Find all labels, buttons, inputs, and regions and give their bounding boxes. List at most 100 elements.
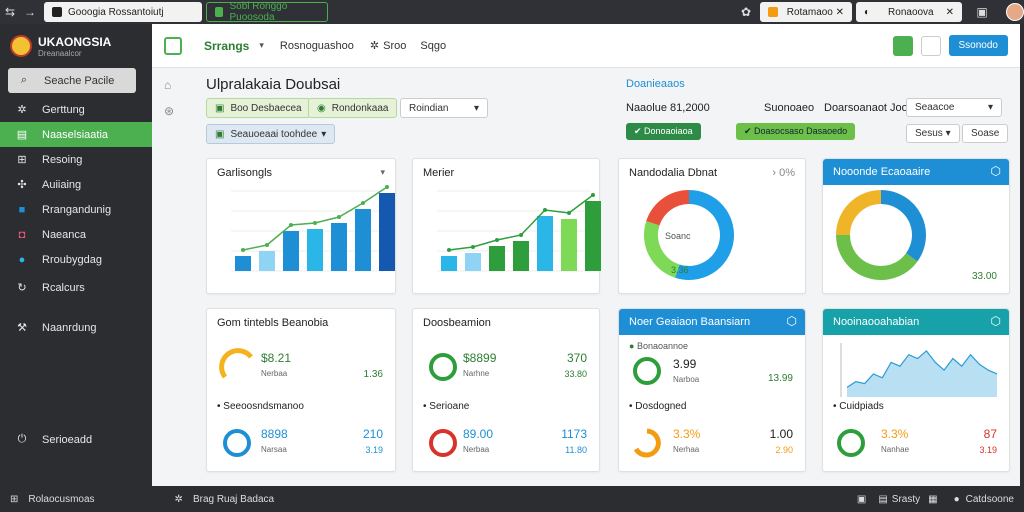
nav-link-1[interactable]: Rosnoguashoo [279,39,354,52]
chip-4[interactable]: ▣ Seauoeaai toohdee ▾ [206,124,336,144]
sidebar-search[interactable]: ⌕ Seache Pacile [8,68,136,93]
bar [259,251,275,271]
sidebar-item-2[interactable]: ⊞ Resoing [0,147,152,172]
donut-slice [836,234,918,280]
chevron-right-icon: › [772,167,777,179]
close-icon[interactable]: ✕ [945,6,954,18]
bar [537,216,553,271]
sidebar-item-1[interactable]: ▤ Naaselsiaatia [0,122,152,147]
settings-icon[interactable]: ✲ [174,493,183,505]
chip-3[interactable]: Roindian ▾ [400,98,488,118]
donut-center-label: Soanc [665,231,691,241]
donut-value: 33.00 [971,271,997,282]
sidebar-footer-item[interactable]: ⏻ Serioeadd [0,427,106,452]
shield-icon[interactable]: ⬡ [990,314,1001,328]
download-icon[interactable]: ▣ [976,5,988,19]
sidebar-item-label: Naaselsiaatia [42,128,109,141]
back-icon[interactable]: ⇆ [4,5,16,19]
extensions-icon[interactable]: ✿ [740,5,752,19]
kpi-value: 3.3% [673,427,701,441]
trend-point [265,243,269,247]
chevron-down-icon: ▾ [321,128,327,140]
browser-tab-4[interactable]: ◐ Ronaoova ✕ [856,2,962,22]
card-title: Nooonde Ecaoaaire [833,166,931,178]
chip-1[interactable]: ▣ Boo Desbaecea [206,98,311,118]
status-right-1[interactable]: Srasty [891,493,921,505]
primary-action-button[interactable]: Ssonodo [948,35,1008,56]
trend-point [471,245,475,249]
logo-title: UKAONGSIA [38,34,112,49]
sidebar-item-7[interactable]: ↻ Rcalcurs [0,275,152,300]
sidebar-item-8[interactable]: ⚒ Naanrdung [0,315,152,340]
ring-icon [429,353,457,381]
status-left[interactable]: Rolaocusmoas [28,493,95,505]
kpi-sub: Nerhaa [673,445,700,454]
badge-2[interactable]: ✔ Doasocsaso Dasaoedo [736,123,856,140]
sidebar-item-0[interactable]: ✲ Gerttung [0,97,152,122]
card-donut-2: Nooonde Ecaoaaire ⬡ 33.00 [822,158,1010,294]
browser-tab-2[interactable]: Sobl Ronggo Puoosoda [206,1,328,23]
filter-icon: ◉ [317,102,326,114]
section-label-text: Cuidpiads [839,401,884,412]
chevron-down-icon[interactable]: ▾ [380,167,385,177]
card-title: Garlisongls [217,167,273,179]
user-icon[interactable]: ● [953,493,960,505]
chevron-down-icon[interactable]: ▾ [259,40,264,50]
left-rail: ⌂ ⊛ [164,78,180,118]
sidebar-item-6[interactable]: ● Rroubygdag [0,247,152,272]
settings-icon[interactable]: ⊛ [164,104,175,118]
card-kpi-1: Gom tintebls Beanobia $8.21 Nerbaa 1.36 … [206,308,396,472]
nav-link-2[interactable]: Sroo [383,39,407,52]
brand-name[interactable]: Srrangs [204,38,250,53]
bullet-icon: • [423,401,430,412]
status-mid[interactable]: Brag Ruaj Badaca [192,493,275,505]
nav-icon-settings[interactable]: ✲ [369,40,380,52]
sidebar-item-4[interactable]: ■ Rrangandunig [0,197,152,222]
select-1[interactable]: Seaacoe ▾ [906,98,1002,117]
globe-icon: ● [18,253,26,266]
card-subtitle: ● Bonaoannoe [629,341,688,351]
browser-tab-1[interactable]: Gooogia Rossantoiutj [44,2,202,22]
sidebar-item-label: Naeanca [42,228,87,241]
kpi-sub-right: 11.80 [565,445,587,455]
tile-icon[interactable]: ▦ [928,493,938,505]
sidebar-item-3[interactable]: ✣ Auiiaing [0,172,152,197]
window-icon[interactable]: ▣ [856,493,867,505]
forward-icon[interactable]: → [24,5,36,19]
sidebar-search-label: Seache Pacile [44,74,115,87]
shield-icon[interactable]: ⬡ [786,314,797,328]
nav-link-3[interactable]: Sqgo [420,39,447,52]
filter-icon: ▣ [215,102,225,114]
brand-logo-icon [164,36,182,55]
ring-icon [633,428,661,458]
home-icon[interactable]: ⌂ [164,78,172,92]
search-button[interactable] [920,35,941,56]
browser-tab-3[interactable]: Rotamaoo ✕ [760,2,852,22]
chip-2[interactable]: ◉ Rondonkaaa [308,98,398,118]
status-right-2[interactable]: Catdsoone [965,493,1014,505]
list-icon[interactable]: ▤ [878,493,888,505]
trend-point [241,248,245,252]
select-3[interactable]: Soase [962,124,1009,143]
select-2[interactable]: Sesus ▾ [906,124,960,143]
donut-slice [644,221,680,278]
sidebar-item-5[interactable]: ◘ Naeanca [0,222,152,247]
chip-label: Boo Desbaecea [230,102,302,114]
section-label: • Dosdogned [629,401,686,412]
select-value: Seaacoe [915,102,955,113]
grid-icon[interactable]: ⊞ [10,493,19,505]
card-header: Nooonde Ecaoaaire ⬡ [823,159,1009,185]
logo-subtitle: Dreanaalcor [38,48,82,58]
close-icon[interactable]: ✕ [835,6,844,18]
kpi-sub: Nerbaa [463,445,490,454]
shield-icon[interactable]: ⬡ [990,164,1001,178]
avatar[interactable] [1006,3,1024,21]
camera-icon: ◘ [18,228,26,241]
trend-point [519,233,523,237]
kpi-sub-right: 3.19 [365,445,383,455]
status-button[interactable] [892,35,913,56]
badge-1[interactable]: ✔ Donoaoiaoa [626,123,701,140]
logo: UKAONGSIA Dreanaalcor [0,24,152,68]
bar [465,253,481,271]
kpi-value-right: 13.99 [767,373,793,384]
